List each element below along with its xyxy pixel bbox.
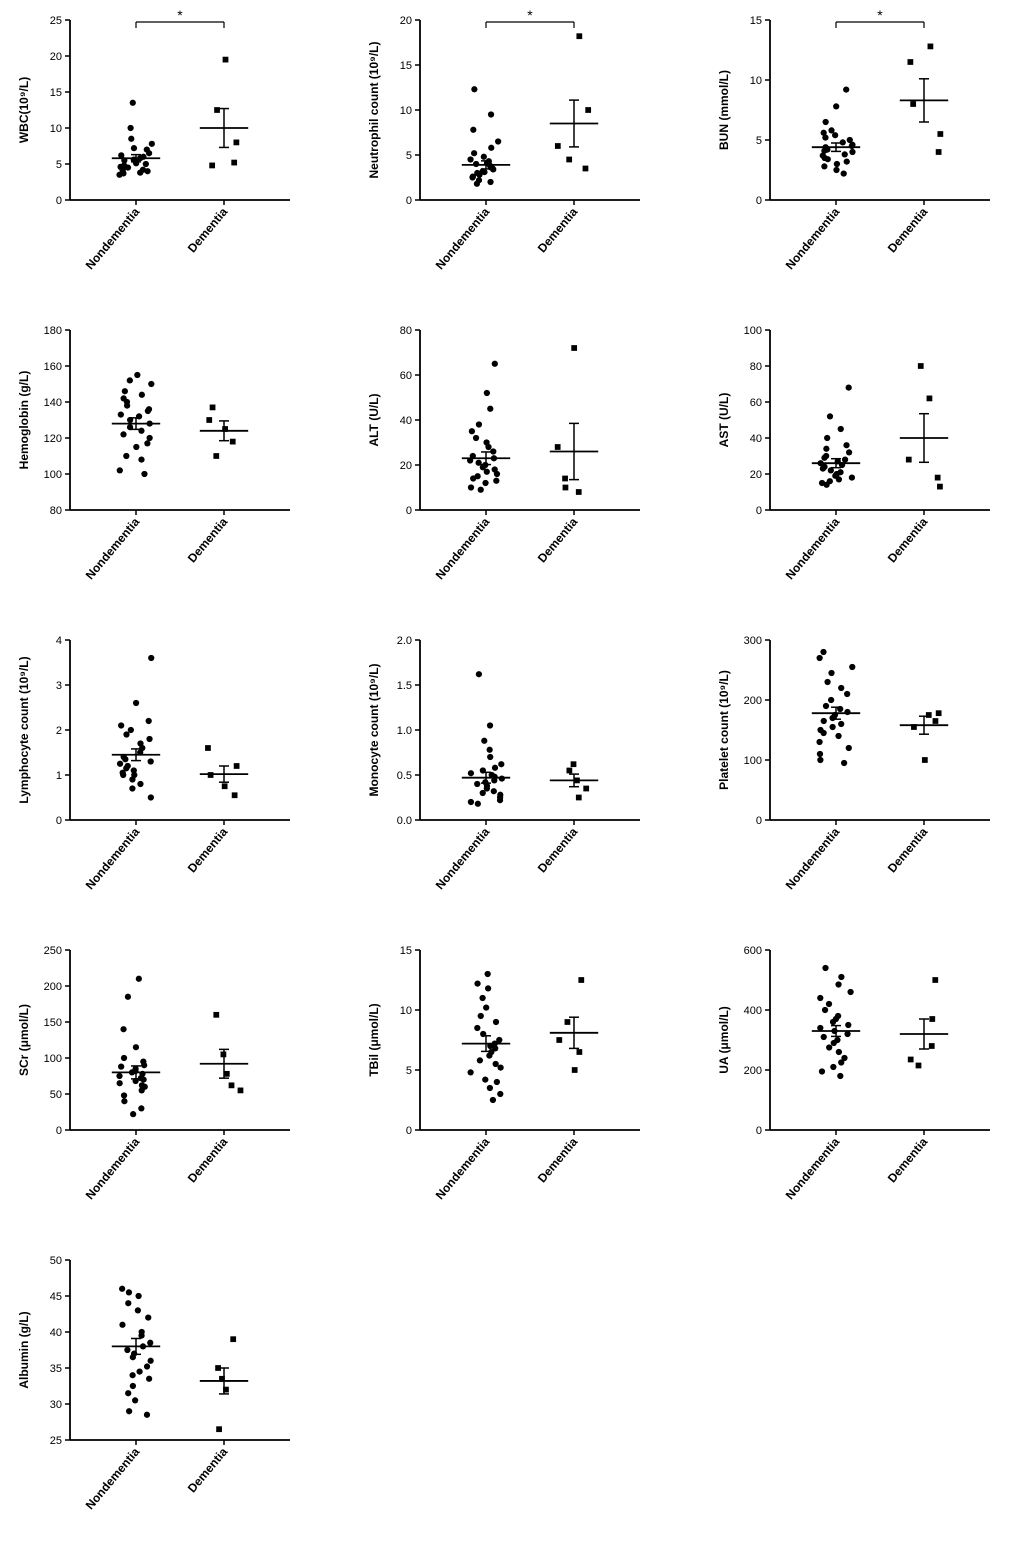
svg-text:35: 35 (50, 1363, 62, 1375)
svg-text:Neutrophil count (10⁹/L): Neutrophil count (10⁹/L) (367, 41, 381, 178)
svg-text:0: 0 (406, 1125, 412, 1137)
svg-text:0: 0 (756, 195, 762, 207)
svg-text:5: 5 (756, 135, 762, 147)
svg-text:1.5: 1.5 (397, 680, 412, 692)
panel-ast: 020406080100AST (U/L)NondementiaDementia (710, 320, 1020, 600)
svg-text:0.0: 0.0 (397, 815, 412, 827)
svg-text:40: 40 (50, 1327, 62, 1339)
svg-text:0: 0 (756, 1125, 762, 1137)
svg-text:SCr (μmol/L): SCr (μmol/L) (17, 1004, 31, 1076)
svg-text:2.0: 2.0 (397, 635, 412, 647)
svg-text:15: 15 (400, 60, 412, 72)
svg-text:300: 300 (744, 635, 762, 647)
svg-text:AST (U/L): AST (U/L) (717, 393, 731, 448)
panel-platelet: 0100200300Platelet count (10⁹/L)Nondemen… (710, 630, 1020, 910)
svg-text:45: 45 (50, 1291, 62, 1303)
svg-text:60: 60 (750, 397, 762, 409)
svg-text:15: 15 (750, 15, 762, 27)
svg-text:ALT (U/L): ALT (U/L) (367, 393, 381, 446)
svg-text:200: 200 (744, 695, 762, 707)
svg-text:10: 10 (50, 123, 62, 135)
svg-text:200: 200 (744, 1065, 762, 1077)
svg-text:*: * (527, 10, 533, 23)
svg-text:180: 180 (44, 325, 62, 337)
svg-text:140: 140 (44, 397, 62, 409)
svg-text:2: 2 (56, 725, 62, 737)
panel-scr: 050100150200250SCr (μmol/L)NondementiaDe… (10, 940, 330, 1220)
svg-text:10: 10 (400, 105, 412, 117)
svg-text:1.0: 1.0 (397, 725, 412, 737)
panel-albumin: 253035404550Albumin (g/L)NondementiaDeme… (10, 1250, 330, 1530)
svg-text:20: 20 (750, 469, 762, 481)
svg-text:0: 0 (56, 1125, 62, 1137)
svg-text:3: 3 (56, 680, 62, 692)
svg-text:20: 20 (400, 15, 412, 27)
svg-text:Hemoglobin (g/L): Hemoglobin (g/L) (17, 371, 31, 470)
svg-text:5: 5 (406, 150, 412, 162)
svg-text:200: 200 (44, 981, 62, 993)
svg-text:40: 40 (750, 433, 762, 445)
svg-text:250: 250 (44, 945, 62, 957)
svg-text:80: 80 (50, 505, 62, 517)
svg-text:0: 0 (56, 195, 62, 207)
svg-text:WBC(10⁹/L): WBC(10⁹/L) (17, 77, 31, 143)
svg-text:40: 40 (400, 415, 412, 427)
svg-text:TBil (μmol/L): TBil (μmol/L) (367, 1003, 381, 1076)
svg-text:0: 0 (756, 815, 762, 827)
svg-text:20: 20 (400, 460, 412, 472)
panel-alt: 020406080ALT (U/L)NondementiaDementia (360, 320, 680, 600)
svg-text:100: 100 (744, 755, 762, 767)
svg-text:50: 50 (50, 1255, 62, 1267)
svg-text:10: 10 (750, 75, 762, 87)
svg-text:0.5: 0.5 (397, 770, 412, 782)
svg-text:25: 25 (50, 15, 62, 27)
svg-text:10: 10 (400, 1005, 412, 1017)
svg-text:0: 0 (406, 195, 412, 207)
svg-text:0: 0 (56, 815, 62, 827)
svg-text:5: 5 (56, 159, 62, 171)
svg-text:0: 0 (756, 505, 762, 517)
panel-ua: 0200400600UA (μmol/L)NondementiaDementia (710, 940, 1020, 1220)
svg-text:5: 5 (406, 1065, 412, 1077)
svg-text:160: 160 (44, 361, 62, 373)
svg-text:600: 600 (744, 945, 762, 957)
svg-text:1: 1 (56, 770, 62, 782)
svg-text:Lymphocyte count (10⁹/L): Lymphocyte count (10⁹/L) (17, 656, 31, 803)
svg-text:30: 30 (50, 1399, 62, 1411)
svg-text:*: * (177, 10, 183, 23)
panel-neutrophil: 05101520Neutrophil count (10⁹/L)Nondemen… (360, 10, 680, 290)
panel-monocyte: 0.00.51.01.52.0Monocyte count (10⁹/L)Non… (360, 630, 680, 910)
panel-wbc: 0510152025WBC(10⁹/L)NondementiaDementia* (10, 10, 330, 290)
panel-tbil: 051015TBil (μmol/L)NondementiaDementia (360, 940, 680, 1220)
svg-text:15: 15 (50, 87, 62, 99)
panel-bun: 051015BUN (mmol/L)NondementiaDementia* (710, 10, 1020, 290)
svg-text:80: 80 (750, 361, 762, 373)
panel-grid: 0510152025WBC(10⁹/L)NondementiaDementia*… (10, 10, 1010, 1530)
svg-text:BUN (mmol/L): BUN (mmol/L) (717, 70, 731, 150)
svg-text:Monocyte count (10⁹/L): Monocyte count (10⁹/L) (367, 663, 381, 796)
svg-text:60: 60 (400, 370, 412, 382)
svg-text:4: 4 (56, 635, 62, 647)
svg-text:120: 120 (44, 433, 62, 445)
svg-text:150: 150 (44, 1017, 62, 1029)
svg-text:50: 50 (50, 1089, 62, 1101)
svg-text:20: 20 (50, 51, 62, 63)
svg-text:Platelet count (10⁹/L): Platelet count (10⁹/L) (717, 670, 731, 790)
svg-text:*: * (877, 10, 883, 23)
svg-text:0: 0 (406, 505, 412, 517)
svg-text:100: 100 (744, 325, 762, 337)
svg-text:100: 100 (44, 469, 62, 481)
svg-text:25: 25 (50, 1435, 62, 1447)
svg-text:400: 400 (744, 1005, 762, 1017)
svg-text:UA (μmol/L): UA (μmol/L) (717, 1006, 731, 1074)
panel-hemoglobin: 80100120140160180Hemoglobin (g/L)Nondeme… (10, 320, 330, 600)
svg-text:100: 100 (44, 1053, 62, 1065)
svg-text:15: 15 (400, 945, 412, 957)
panel-lymphocyte: 01234Lymphocyte count (10⁹/L)Nondementia… (10, 630, 330, 910)
svg-text:80: 80 (400, 325, 412, 337)
svg-text:Albumin (g/L): Albumin (g/L) (17, 1311, 31, 1388)
